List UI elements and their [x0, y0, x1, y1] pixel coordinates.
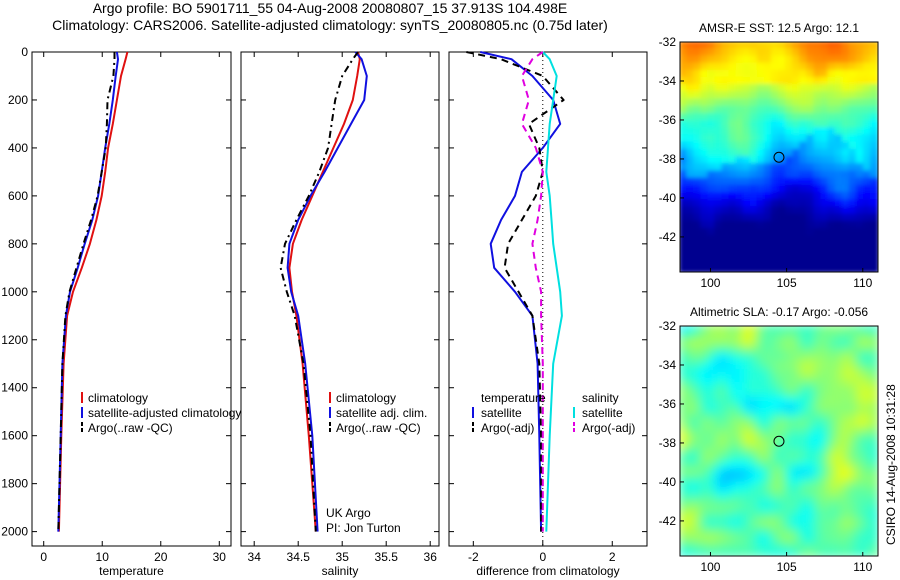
y-tick-label: 800 — [8, 237, 28, 251]
heatmap-cells — [680, 326, 878, 556]
x-tick-label: 2 — [609, 550, 616, 564]
y-tick-label: -40 — [659, 191, 677, 205]
series-line-black — [466, 51, 565, 532]
argo-position-marker — [773, 435, 785, 447]
y-tick-label: 200 — [8, 93, 28, 107]
legend-label: climatology — [336, 391, 396, 405]
x-tick-label: 30 — [213, 550, 227, 564]
plot-frame — [240, 51, 440, 547]
legend-header-salinity: salinity — [582, 391, 619, 405]
map-title: AMSR-E SST: 12.5 Argo: 12.1 — [699, 21, 859, 35]
x-tick-label: 35.5 — [375, 550, 399, 564]
y-tick-label: -34 — [659, 358, 677, 372]
x-tick-label: 34.5 — [287, 550, 311, 564]
plot-frame — [448, 51, 648, 547]
plot-frame — [31, 51, 232, 547]
y-tick-label: -38 — [659, 436, 677, 450]
annotation-text: PI: Jon Turton — [326, 521, 401, 535]
profile-panel-0: 0 10 20 30 0 200 400 600 800 1000 1200 1400 1600 1800… — [1, 45, 241, 578]
title-line-1: Argo profile: BO 5901711_55 04-Aug-2008 … — [92, 0, 568, 16]
y-tick-label: -36 — [659, 113, 677, 127]
y-tick-label: 1400 — [1, 381, 28, 395]
profile-panel-1: 34 34.5 35 35.5 36 salinity climatologysatelli… — [240, 51, 440, 578]
series-line-magenta — [520, 51, 544, 532]
legend-label: climatology — [88, 391, 148, 405]
y-tick-label: -36 — [659, 397, 677, 411]
legend-label: satellite-adjusted climatology — [88, 406, 241, 420]
x-tick-label: 36 — [424, 550, 438, 564]
y-tick-label: -34 — [659, 74, 677, 88]
series-line-blue — [286, 51, 368, 532]
legend-label: Argo(-adj) — [481, 421, 534, 435]
map-frame — [679, 41, 879, 273]
x-axis-label: salinity — [322, 564, 359, 578]
x-tick-label: 105 — [777, 276, 797, 290]
figure-title: Argo profile: BO 5901711_55 04-Aug-2008 … — [0, 0, 660, 34]
y-tick-label: -42 — [659, 230, 677, 244]
x-axis-label: difference from climatology — [476, 564, 619, 578]
y-tick-label: -32 — [659, 35, 677, 49]
legend-label: satellite — [582, 406, 623, 420]
map-title: Altimetric SLA: -0.17 Argo: -0.056 — [690, 305, 868, 319]
legend-label: Argo(-adj) — [582, 421, 635, 435]
annotation-text: UK Argo — [326, 506, 371, 520]
legend-label: satellite adj. clim. — [336, 406, 427, 420]
x-tick-label: 0 — [539, 550, 546, 564]
legend-label: Argo(..raw -QC) — [88, 421, 173, 435]
x-tick-label: 20 — [154, 550, 168, 564]
x-tick-label: -2 — [468, 550, 479, 564]
x-tick-label: 34 — [248, 550, 262, 564]
x-axis-label: temperature — [99, 564, 164, 578]
y-tick-label: 1200 — [1, 333, 28, 347]
series-line-blue — [57, 51, 119, 532]
series-line-red — [57, 51, 129, 532]
x-tick-label: 10 — [96, 550, 110, 564]
map-panel-sla: Altimetric SLA: -0.17 Argo: -0.056 100 105… — [659, 305, 879, 574]
y-tick-label: 400 — [8, 141, 28, 155]
x-tick-label: 100 — [700, 276, 720, 290]
y-tick-label: 0 — [21, 45, 28, 59]
y-tick-label: 600 — [8, 189, 28, 203]
y-tick-label: 1800 — [1, 477, 28, 491]
x-tick-label: 105 — [777, 560, 797, 574]
map-panel-sst: AMSR-E SST: 12.5 Argo: 12.1 100 105 110 -32 -… — [659, 21, 879, 290]
series-line-black — [57, 52, 116, 532]
x-tick-label: 110 — [853, 276, 872, 290]
series-line-red — [288, 51, 361, 532]
title-line-2: Climatology: CARS2006. Satellite-adjuste… — [52, 17, 608, 33]
x-tick-label: 35 — [336, 550, 350, 564]
y-tick-label: 1000 — [1, 285, 28, 299]
y-tick-label: -38 — [659, 152, 677, 166]
y-tick-label: -40 — [659, 475, 677, 489]
legend-label: Argo(..raw -QC) — [336, 421, 421, 435]
y-tick-label: 2000 — [1, 525, 28, 539]
x-tick-label: 100 — [700, 560, 720, 574]
legend-header-temperature: temperature — [481, 391, 546, 405]
series-line-black — [279, 51, 359, 532]
credit-text: CSIRO 14-Aug-2008 10:31:28 — [884, 384, 898, 545]
y-tick-label: -32 — [659, 319, 677, 333]
legend-label: satellite — [481, 406, 522, 420]
map-frame — [679, 325, 879, 557]
x-tick-label: 110 — [853, 560, 872, 574]
x-tick-label: 0 — [40, 550, 47, 564]
y-tick-label: 1600 — [1, 429, 28, 443]
argo-position-marker — [773, 151, 785, 163]
heatmap-cells — [680, 42, 878, 272]
y-tick-label: -42 — [659, 514, 677, 528]
series-line-cyan — [542, 51, 563, 532]
